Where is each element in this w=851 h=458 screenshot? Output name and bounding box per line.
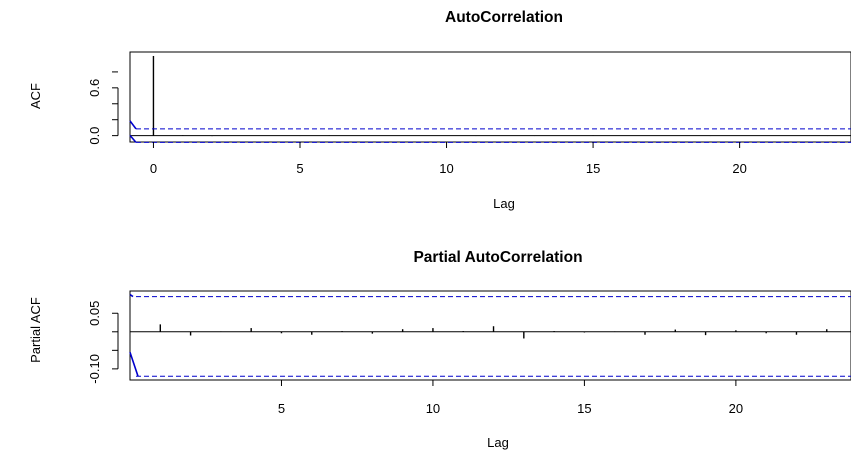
pacf-y-tick-label-0: 0.05 bbox=[87, 301, 102, 326]
acf-x-tick-label-5: 5 bbox=[296, 161, 303, 176]
pacf-x-axis: 5 10 15 20 bbox=[278, 380, 743, 416]
acf-x-tick-label-10: 10 bbox=[439, 161, 453, 176]
acf-x-tick-label-20: 20 bbox=[732, 161, 746, 176]
acf-y-axis: 0.0 0.6 bbox=[87, 71, 119, 145]
pacf-confidence-band bbox=[129, 293, 851, 377]
acf-x-axis-title: Lag bbox=[493, 196, 515, 211]
pacf-bars bbox=[130, 324, 851, 339]
pacf-band-lower-start bbox=[129, 352, 139, 377]
acf-x-tick-label-15: 15 bbox=[586, 161, 600, 176]
acf-title: AutoCorrelation bbox=[445, 9, 563, 26]
pacf-x-tick-label-10: 10 bbox=[426, 401, 440, 416]
acf-x-axis: 0 5 10 15 20 bbox=[150, 142, 747, 176]
pacf-y-axis-title: Partial ACF bbox=[28, 297, 43, 363]
pacf-y-axis: 0.05 -0.10 bbox=[87, 301, 119, 384]
pacf-band-upper-start bbox=[129, 293, 134, 298]
pacf-title: Partial AutoCorrelation bbox=[413, 249, 582, 266]
pacf-x-tick-label-20: 20 bbox=[729, 401, 743, 416]
pacf-plot-frame bbox=[129, 290, 851, 381]
acf-y-tick-label-0: 0.0 bbox=[87, 127, 102, 145]
pacf-x-tick-label-15: 15 bbox=[577, 401, 591, 416]
pacf-x-axis-title: Lag bbox=[487, 435, 509, 450]
acf-confidence-band bbox=[129, 120, 851, 143]
pacf-y-tick-label-1: -0.10 bbox=[87, 354, 102, 384]
acf-bars bbox=[130, 55, 851, 137]
acf-band-lower-start bbox=[129, 134, 137, 143]
acf-y-tick-label-1: 0.6 bbox=[87, 79, 102, 97]
acf-y-axis-title: ACF bbox=[28, 83, 43, 109]
acf-x-tick-label-0: 0 bbox=[150, 161, 157, 176]
acf-band-upper-start bbox=[129, 120, 137, 130]
acf-panel: AutoCorrelation 0 5 10 15 20 0.0 0.6 Lag ACF bbox=[28, 9, 851, 211]
pacf-x-tick-label-5: 5 bbox=[278, 401, 285, 416]
pacf-panel: Partial AutoCorrelation 5 10 15 20 0.05 -0.1… bbox=[28, 249, 851, 450]
